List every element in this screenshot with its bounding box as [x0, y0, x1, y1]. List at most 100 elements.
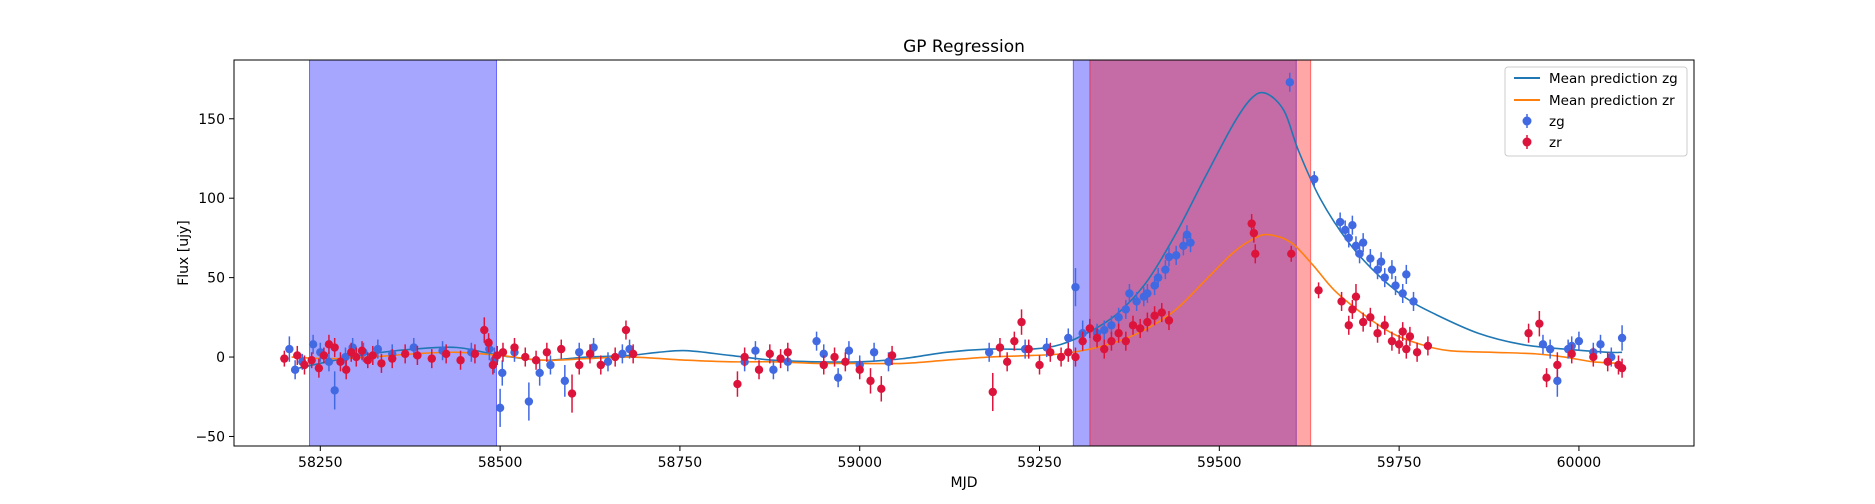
point-zg-51: [1121, 299, 1131, 319]
marker-zr: [1423, 341, 1433, 351]
marker-zg: [1340, 225, 1350, 235]
marker-zr: [1071, 352, 1080, 362]
point-zr-67: [1100, 339, 1109, 359]
point-zr-8: [336, 352, 345, 372]
point-zr-33: [567, 374, 577, 413]
point-zr-19: [427, 349, 436, 369]
point-zg-26: [603, 352, 613, 372]
marker-zr: [1107, 336, 1116, 346]
point-zg-5: [324, 352, 334, 372]
point-zg-61: [1179, 236, 1188, 256]
marker-zr: [567, 389, 577, 398]
point-zg-35: [833, 368, 843, 388]
point-zr-14: [368, 345, 378, 365]
point-zr-99: [1542, 368, 1551, 388]
point-zg-23: [560, 364, 570, 397]
marker-zr: [866, 376, 875, 386]
marker-zr: [1589, 352, 1598, 362]
point-zr-32: [557, 339, 566, 359]
plot-area-frame: [233, 59, 1695, 447]
point-zg-21: [535, 360, 544, 386]
point-zr-103: [1603, 352, 1612, 372]
point-zg-81: [1409, 291, 1418, 311]
point-zg-77: [1387, 260, 1397, 280]
point-zr-86: [1358, 312, 1368, 332]
marker-zg: [1344, 233, 1353, 243]
marker-zr: [441, 349, 451, 359]
point-zg-75: [1376, 252, 1386, 272]
marker-zg: [984, 348, 994, 357]
point-zr-35: [585, 344, 595, 364]
marker-zr: [1524, 329, 1533, 338]
marker-zr: [1056, 352, 1066, 362]
point-zg-31: [769, 360, 778, 380]
marker-zr: [330, 343, 339, 352]
marker-zg: [575, 348, 584, 357]
point-zg-17: [495, 388, 505, 427]
point-zr-78: [1249, 223, 1259, 243]
point-zg-71: [1355, 244, 1364, 264]
point-zg-18: [498, 360, 507, 386]
marker-zr: [1387, 336, 1397, 346]
marker-zr: [1046, 348, 1055, 357]
marker-zr: [352, 352, 361, 362]
marker-zg: [1179, 241, 1188, 251]
point-zg-73: [1366, 249, 1375, 269]
x-tick-label: 59250: [1017, 455, 1062, 471]
marker-zr: [488, 360, 498, 370]
point-zr-20: [441, 344, 451, 364]
marker-zr: [610, 352, 620, 362]
marker-zg: [1132, 297, 1141, 306]
point-zr-41: [740, 347, 749, 367]
legend-label-zr-line: Mean prediction zr: [1549, 93, 1675, 109]
marker-zr: [357, 346, 367, 355]
x-tick-label: 59000: [837, 455, 882, 471]
marker-zr: [1358, 317, 1368, 327]
point-zg-83: [1545, 339, 1555, 359]
marker-zg: [812, 336, 821, 346]
legend-label-zg-line: Mean prediction zg: [1549, 71, 1678, 87]
point-zg-87: [1574, 331, 1584, 351]
y-tick-label: 150: [198, 112, 225, 128]
point-zg-82: [1538, 334, 1548, 354]
marker-zg: [498, 368, 507, 378]
marker-zr: [1251, 249, 1260, 258]
marker-zr: [400, 349, 410, 359]
marker-zr: [621, 325, 631, 335]
point-zr-74: [1150, 306, 1159, 326]
point-zr-52: [887, 345, 897, 365]
shaded-region-3: [1089, 59, 1312, 447]
marker-zr: [480, 325, 489, 335]
marker-zg: [819, 349, 828, 359]
marker-zg: [1143, 289, 1152, 298]
marker-zg: [1380, 273, 1389, 282]
marker-zr: [531, 356, 541, 365]
point-zr-90: [1387, 331, 1397, 351]
point-zr-48: [841, 352, 850, 372]
marker-zg: [589, 343, 598, 352]
marker-zg: [1373, 265, 1382, 274]
point-zg-1: [290, 360, 300, 380]
point-zg-78: [1391, 276, 1400, 296]
point-zr-27: [498, 342, 508, 362]
point-zg-80: [1402, 264, 1411, 284]
marker-zg: [1182, 230, 1192, 239]
marker-zg: [1335, 217, 1345, 227]
marker-zr: [1157, 308, 1166, 317]
point-zg-20: [524, 382, 534, 421]
point-zr-95: [1412, 342, 1422, 362]
y-axis-label: Flux [ujy]: [176, 220, 192, 286]
point-zr-51: [877, 376, 886, 402]
point-zr-45: [783, 342, 792, 362]
marker-zr: [783, 348, 792, 357]
marker-zr: [314, 363, 324, 373]
point-zr-7: [330, 337, 339, 358]
x-tick-label: 59750: [1377, 455, 1422, 471]
marker-zr: [1402, 344, 1411, 354]
point-zr-36: [596, 355, 605, 375]
point-zr-0: [280, 350, 289, 367]
marker-zr: [776, 354, 785, 363]
legend: Mean prediction zg Mean prediction zr zg…: [1504, 66, 1688, 157]
point-zr-58: [1024, 339, 1033, 359]
point-zr-55: [1002, 352, 1012, 372]
